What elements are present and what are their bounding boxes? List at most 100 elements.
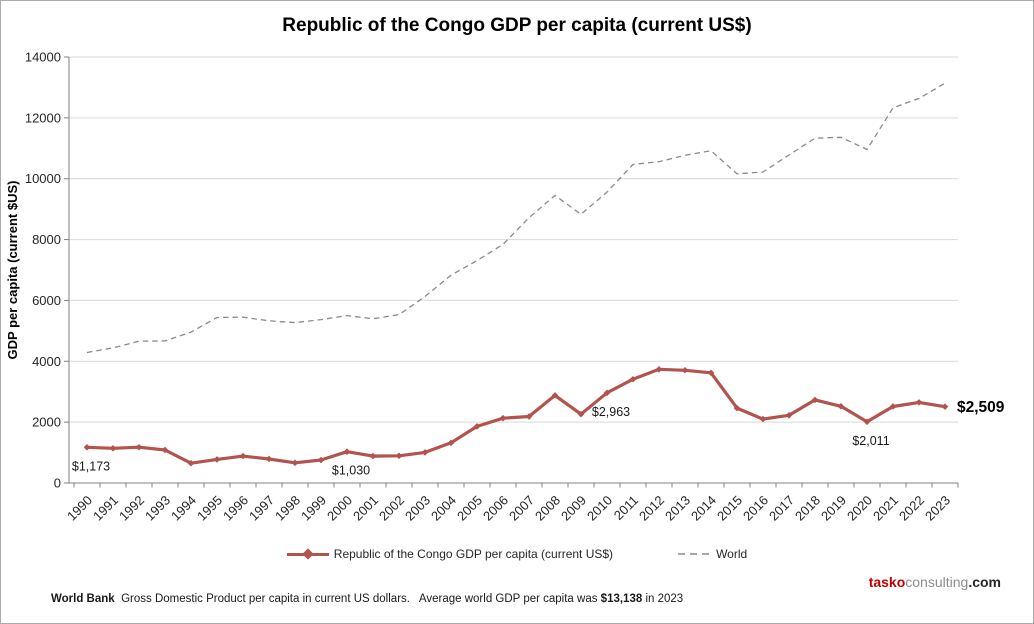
congo-line bbox=[85, 367, 947, 465]
data-label-2023: $2,509 bbox=[957, 399, 1005, 416]
congo-marker bbox=[551, 392, 559, 399]
x-tick-label: 2021 bbox=[870, 493, 901, 524]
x-tick-label: 2022 bbox=[896, 493, 927, 524]
x-tick-label: 2016 bbox=[740, 493, 771, 524]
congo-marker bbox=[837, 403, 845, 410]
x-tick-label: 1992 bbox=[116, 493, 147, 524]
x-tick-label: 2002 bbox=[376, 493, 407, 524]
congo-marker bbox=[239, 452, 247, 460]
x-tick-label: 2009 bbox=[558, 493, 589, 524]
x-tick-label: 2006 bbox=[480, 493, 511, 524]
x-tick-label: 2010 bbox=[584, 493, 615, 524]
branding-dotcom: .com bbox=[968, 574, 1001, 590]
y-tick-label: 0 bbox=[54, 476, 61, 491]
legend-item-world: World bbox=[677, 547, 747, 561]
y-axis-title: GDP per capita (current $US) bbox=[5, 181, 20, 360]
congo-marker bbox=[421, 449, 429, 456]
congo-marker bbox=[135, 443, 143, 451]
world-line-sample-icon bbox=[678, 553, 711, 555]
chart-title: Republic of the Congo GDP per capita (cu… bbox=[282, 15, 752, 36]
footer-segment: $13,138 bbox=[600, 593, 643, 605]
congo-marker bbox=[811, 396, 819, 404]
x-tick-label: 2020 bbox=[844, 493, 875, 524]
x-tick-label: 2015 bbox=[714, 493, 745, 524]
congo-marker bbox=[161, 446, 169, 454]
congo-marker bbox=[733, 404, 741, 412]
x-tick-label: 2023 bbox=[922, 493, 953, 524]
congo-line-sample-icon bbox=[286, 547, 329, 560]
x-tick-label: 1991 bbox=[90, 493, 121, 524]
data-label-2000: $1,030 bbox=[332, 464, 370, 478]
x-tick-label: 2003 bbox=[402, 493, 433, 524]
y-tick-label: 8000 bbox=[32, 232, 61, 247]
congo-marker bbox=[447, 439, 455, 447]
congo-marker bbox=[629, 375, 637, 383]
congo-marker bbox=[213, 456, 221, 463]
y-tick-label: 12000 bbox=[25, 110, 61, 125]
x-tick-label: 2001 bbox=[350, 493, 381, 524]
world-line bbox=[86, 82, 946, 354]
congo-marker bbox=[369, 452, 377, 460]
x-tick-label: 1994 bbox=[168, 493, 199, 524]
y-tick-label: 4000 bbox=[32, 354, 61, 369]
x-tick-label: 2008 bbox=[532, 493, 563, 524]
x-tick-label: 2019 bbox=[818, 493, 849, 524]
congo-marker bbox=[499, 414, 507, 422]
x-tick-label: 2013 bbox=[662, 493, 693, 524]
footer-segment: Gross Domestic Product per capita in cur… bbox=[114, 593, 601, 605]
branding-tasko: tasko bbox=[868, 574, 906, 590]
footer-segment: World Bank bbox=[51, 593, 115, 605]
legend-label-world: World bbox=[716, 547, 748, 561]
legend-item-congo: Republic of the Congo GDP per capita (cu… bbox=[286, 547, 614, 561]
congo-marker bbox=[343, 448, 351, 455]
x-tick-label: 1993 bbox=[142, 493, 173, 524]
congo-marker bbox=[265, 455, 273, 463]
footer-note: World Bank Gross Domestic Product per ca… bbox=[51, 593, 1001, 605]
x-tick-label: 2005 bbox=[454, 493, 485, 524]
congo-marker bbox=[395, 452, 403, 460]
congo-marker bbox=[187, 459, 195, 467]
x-tick-label: 1990 bbox=[64, 493, 95, 524]
congo-marker bbox=[785, 411, 793, 419]
congo-marker bbox=[525, 413, 533, 420]
congo-marker bbox=[707, 369, 715, 377]
congo-marker bbox=[603, 389, 611, 397]
congo-marker bbox=[291, 459, 299, 467]
x-tick-label: 1996 bbox=[220, 493, 251, 524]
y-tick-label: 14000 bbox=[25, 50, 61, 65]
y-tick-label: 2000 bbox=[32, 415, 61, 430]
x-tick-label: 2017 bbox=[766, 493, 797, 524]
congo-marker bbox=[759, 415, 767, 423]
footer-segment: in 2023 bbox=[642, 593, 684, 605]
x-tick-label: 2018 bbox=[792, 493, 823, 524]
congo-marker bbox=[317, 456, 325, 464]
x-tick-label: 2014 bbox=[688, 493, 719, 524]
x-tick-label: 1997 bbox=[246, 493, 277, 524]
y-tick-label: 6000 bbox=[32, 293, 61, 308]
x-tick-label: 2000 bbox=[324, 493, 355, 524]
branding-consulting: consulting bbox=[905, 574, 969, 590]
congo-marker bbox=[473, 423, 481, 430]
data-label-2020: $2,011 bbox=[852, 434, 889, 448]
congo-marker bbox=[577, 410, 585, 418]
x-tick-label: 2012 bbox=[636, 493, 667, 524]
x-tick-label: 2011 bbox=[611, 493, 641, 523]
congo-marker bbox=[681, 366, 689, 374]
y-tick-label: 10000 bbox=[25, 171, 61, 186]
congo-marker bbox=[915, 399, 923, 406]
congo-marker bbox=[889, 403, 897, 410]
congo-marker bbox=[83, 444, 91, 451]
branding-taskoconsulting: taskoconsulting.com bbox=[869, 574, 1001, 590]
data-label-1990: $1,173 bbox=[72, 459, 110, 473]
congo-marker bbox=[863, 418, 871, 426]
x-tick-label: 1995 bbox=[194, 493, 225, 524]
x-tick-label: 1998 bbox=[272, 493, 303, 524]
x-tick-label: 1999 bbox=[298, 493, 329, 524]
data-label-2010: $2,963 bbox=[592, 405, 630, 419]
x-tick-label: 2004 bbox=[428, 493, 459, 524]
x-tick-label: 2007 bbox=[506, 493, 537, 524]
legend-label-congo: Republic of the Congo GDP per capita (cu… bbox=[333, 547, 614, 561]
congo-marker bbox=[109, 445, 117, 452]
